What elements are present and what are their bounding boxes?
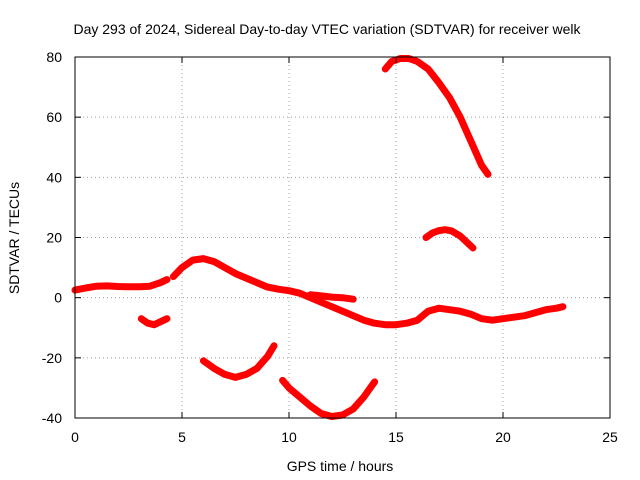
series-seg-mid bbox=[306, 291, 357, 303]
y-tick-label: 40 bbox=[46, 169, 62, 185]
axis-tick-labels: 0 5 10 15 20 25 -40 -20 0 20 40 60 80 bbox=[42, 49, 618, 445]
x-tick-label: 0 bbox=[71, 429, 79, 445]
x-tick-label: 5 bbox=[178, 429, 186, 445]
x-axis-label: GPS time / hours bbox=[287, 458, 394, 474]
axis-ticks bbox=[74, 56, 611, 419]
x-tick-label: 20 bbox=[495, 429, 511, 445]
series-seg-main-2 bbox=[169, 255, 567, 329]
y-tick-label: -20 bbox=[42, 350, 62, 366]
series-seg-high bbox=[381, 55, 492, 178]
series-seg-main-1 bbox=[71, 276, 171, 294]
series-seg-neg-39 bbox=[279, 376, 379, 420]
series-seg-small-neg bbox=[137, 315, 171, 329]
x-tick-label: 25 bbox=[602, 429, 618, 445]
series-seg-20 bbox=[422, 226, 477, 252]
y-axis-label: SDTVAR / TECUs bbox=[6, 182, 22, 294]
y-tick-label: -40 bbox=[42, 410, 62, 426]
chart-title: Day 293 of 2024, Sidereal Day-to-day VTE… bbox=[73, 21, 581, 37]
x-tick-label: 10 bbox=[281, 429, 297, 445]
x-tick-label: 15 bbox=[388, 429, 404, 445]
data-series bbox=[71, 55, 567, 420]
y-tick-label: 20 bbox=[46, 230, 62, 246]
y-tick-label: 0 bbox=[54, 290, 62, 306]
y-tick-label: 60 bbox=[46, 109, 62, 125]
series-seg-neg-25 bbox=[199, 342, 278, 381]
grid-lines bbox=[75, 57, 610, 418]
y-tick-label: 80 bbox=[46, 49, 62, 65]
